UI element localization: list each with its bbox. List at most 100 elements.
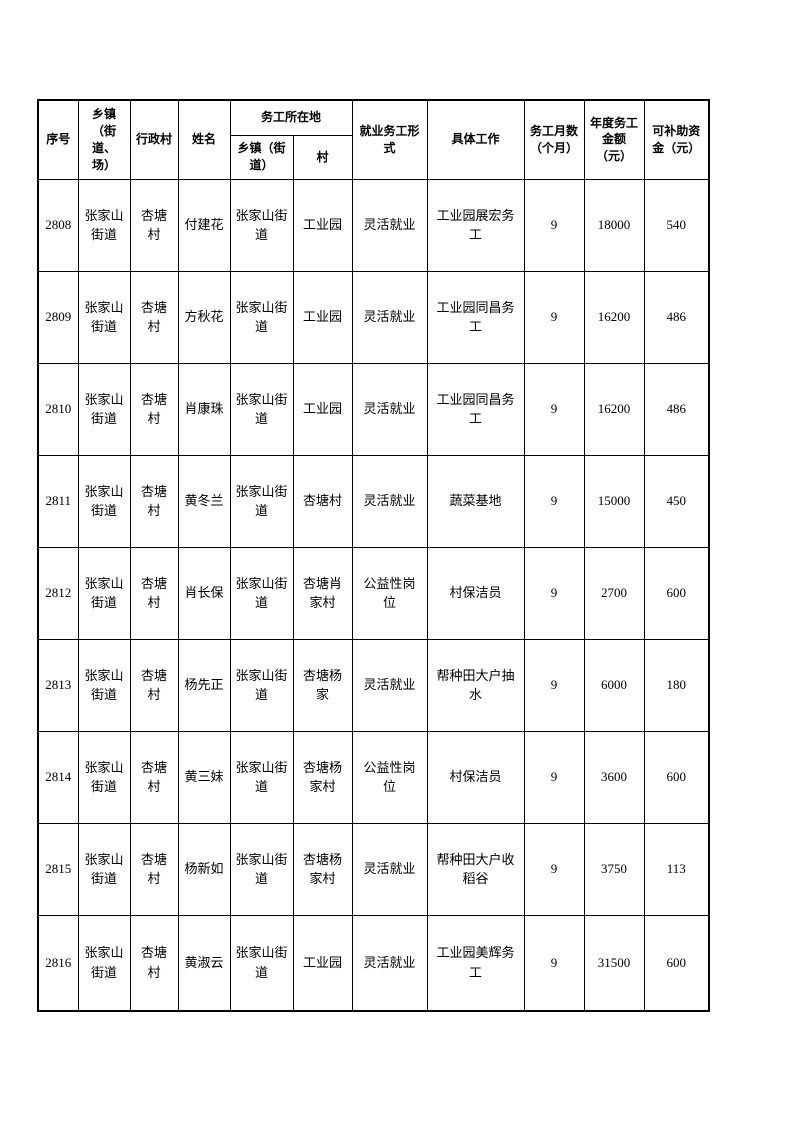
cell-employment-form: 灵活就业 <box>351 362 428 456</box>
cell-subsidy: 600 <box>643 730 710 824</box>
cell-seq: 2816 <box>37 914 79 1012</box>
header-cell-work-location-group: 务工所在地 <box>229 99 353 136</box>
cell-seq: 2814 <box>37 730 79 824</box>
cell-work-village: 工业园 <box>292 178 353 272</box>
cell-job: 工业园同昌务工 <box>426 362 525 456</box>
header-cell-work-village: 村 <box>292 134 353 180</box>
header-cell-annual-amount: 年度务工金额（元） <box>583 99 645 180</box>
cell-township: 张家山街道 <box>77 730 131 824</box>
cell-village: 杏塘村 <box>129 454 179 548</box>
header-cell-name: 姓名 <box>177 99 231 180</box>
cell-months: 9 <box>523 362 585 456</box>
cell-work-village: 杏塘肖家村 <box>292 546 353 640</box>
cell-work-village: 杏塘村 <box>292 454 353 548</box>
header-cell-months: 务工月数（个月） <box>523 99 585 180</box>
cell-job: 村保洁员 <box>426 546 525 640</box>
cell-subsidy: 486 <box>643 362 710 456</box>
cell-township: 张家山街道 <box>77 362 131 456</box>
cell-seq: 2809 <box>37 270 79 364</box>
cell-subsidy: 600 <box>643 546 710 640</box>
header-cell-work-township: 乡镇（街道） <box>229 134 294 180</box>
cell-annual-amount: 18000 <box>583 178 645 272</box>
cell-employment-form: 灵活就业 <box>351 270 428 364</box>
cell-work-township: 张家山街道 <box>229 178 294 272</box>
table-row: 2816 张家山街道 杏塘村 黄淑云 张家山街道 工业园 灵活就业 工业园美辉务… <box>37 914 710 1012</box>
cell-name: 黄三妹 <box>177 730 231 824</box>
cell-township: 张家山街道 <box>77 914 131 1012</box>
cell-seq: 2812 <box>37 546 79 640</box>
cell-job: 村保洁员 <box>426 730 525 824</box>
cell-name: 杨先正 <box>177 638 231 732</box>
cell-village: 杏塘村 <box>129 638 179 732</box>
cell-seq: 2808 <box>37 178 79 272</box>
table-header: 序号 乡镇（街道、场） 行政村 姓名 务工所在地 就业务工形式 具体工作 务工月… <box>37 99 710 180</box>
cell-village: 杏塘村 <box>129 178 179 272</box>
cell-work-village: 工业园 <box>292 914 353 1012</box>
cell-annual-amount: 15000 <box>583 454 645 548</box>
table-body: 2808 张家山街道 杏塘村 付建花 张家山街道 工业园 灵活就业 工业园展宏务… <box>37 178 710 1012</box>
cell-township: 张家山街道 <box>77 822 131 916</box>
cell-work-village: 工业园 <box>292 270 353 364</box>
header-cell-seq: 序号 <box>37 99 79 180</box>
header-cell-subsidy: 可补助资金（元） <box>643 99 710 180</box>
header-row-top: 序号 乡镇（街道、场） 行政村 姓名 务工所在地 就业务工形式 具体工作 务工月… <box>37 99 710 180</box>
cell-work-village: 杏塘杨家 <box>292 638 353 732</box>
cell-name: 付建花 <box>177 178 231 272</box>
cell-months: 9 <box>523 454 585 548</box>
cell-months: 9 <box>523 914 585 1012</box>
cell-village: 杏塘村 <box>129 270 179 364</box>
cell-employment-form: 公益性岗位 <box>351 546 428 640</box>
cell-township: 张家山街道 <box>77 546 131 640</box>
cell-job: 工业园美辉务工 <box>426 914 525 1012</box>
cell-employment-form: 灵活就业 <box>351 638 428 732</box>
cell-months: 9 <box>523 270 585 364</box>
cell-months: 9 <box>523 822 585 916</box>
cell-subsidy: 540 <box>643 178 710 272</box>
cell-job: 帮种田大户收稻谷 <box>426 822 525 916</box>
cell-job: 工业园同昌务工 <box>426 270 525 364</box>
cell-work-township: 张家山街道 <box>229 454 294 548</box>
cell-work-village: 工业园 <box>292 362 353 456</box>
cell-work-township: 张家山街道 <box>229 638 294 732</box>
cell-seq: 2810 <box>37 362 79 456</box>
cell-name: 黄冬兰 <box>177 454 231 548</box>
table-row: 2812 张家山街道 杏塘村 肖长保 张家山街道 杏塘肖家村 公益性岗位 村保洁… <box>37 546 710 640</box>
cell-township: 张家山街道 <box>77 270 131 364</box>
cell-subsidy: 486 <box>643 270 710 364</box>
header-cell-job: 具体工作 <box>426 99 525 180</box>
cell-annual-amount: 16200 <box>583 362 645 456</box>
cell-work-village: 杏塘杨家村 <box>292 730 353 824</box>
cell-township: 张家山街道 <box>77 638 131 732</box>
cell-name: 肖康珠 <box>177 362 231 456</box>
cell-employment-form: 公益性岗位 <box>351 730 428 824</box>
table-row: 2810 张家山街道 杏塘村 肖康珠 张家山街道 工业园 灵活就业 工业园同昌务… <box>37 362 710 456</box>
cell-village: 杏塘村 <box>129 822 179 916</box>
cell-employment-form: 灵活就业 <box>351 454 428 548</box>
cell-annual-amount: 31500 <box>583 914 645 1012</box>
cell-village: 杏塘村 <box>129 546 179 640</box>
cell-name: 肖长保 <box>177 546 231 640</box>
cell-village: 杏塘村 <box>129 362 179 456</box>
cell-annual-amount: 2700 <box>583 546 645 640</box>
table-row: 2813 张家山街道 杏塘村 杨先正 张家山街道 杏塘杨家 灵活就业 帮种田大户… <box>37 638 710 732</box>
cell-months: 9 <box>523 638 585 732</box>
cell-months: 9 <box>523 546 585 640</box>
table-row: 2808 张家山街道 杏塘村 付建花 张家山街道 工业园 灵活就业 工业园展宏务… <box>37 178 710 272</box>
table-row: 2814 张家山街道 杏塘村 黄三妹 张家山街道 杏塘杨家村 公益性岗位 村保洁… <box>37 730 710 824</box>
cell-work-township: 张家山街道 <box>229 362 294 456</box>
cell-name: 方秋花 <box>177 270 231 364</box>
cell-subsidy: 600 <box>643 914 710 1012</box>
table-row: 2811 张家山街道 杏塘村 黄冬兰 张家山街道 杏塘村 灵活就业 蔬菜基地 9… <box>37 454 710 548</box>
cell-township: 张家山街道 <box>77 178 131 272</box>
document-page: 序号 乡镇（街道、场） 行政村 姓名 务工所在地 就业务工形式 具体工作 务工月… <box>37 99 710 1012</box>
header-row-bottom: 乡镇（街道） 村 <box>38 134 709 180</box>
cell-annual-amount: 3600 <box>583 730 645 824</box>
header-cell-township: 乡镇（街道、场） <box>77 99 131 180</box>
cell-work-township: 张家山街道 <box>229 270 294 364</box>
table-row: 2815 张家山街道 杏塘村 杨新如 张家山街道 杏塘杨家村 灵活就业 帮种田大… <box>37 822 710 916</box>
cell-subsidy: 450 <box>643 454 710 548</box>
header-cell-village: 行政村 <box>129 99 179 180</box>
cell-annual-amount: 16200 <box>583 270 645 364</box>
cell-seq: 2811 <box>37 454 79 548</box>
cell-months: 9 <box>523 730 585 824</box>
